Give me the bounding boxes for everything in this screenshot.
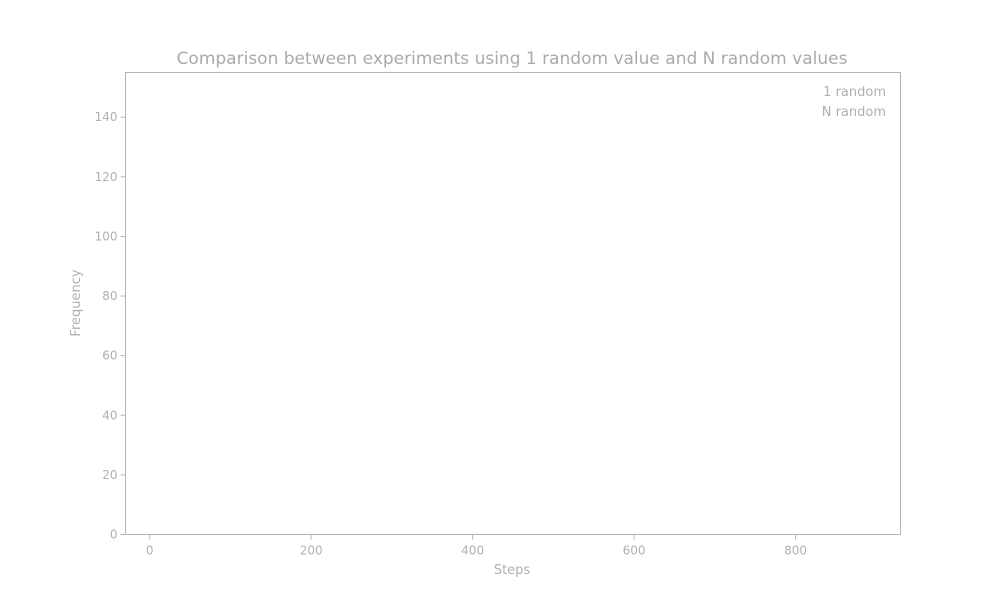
y-tick-label: 100 (95, 229, 118, 243)
legend: 1 random N random (822, 85, 886, 120)
y-tick-label: 40 (102, 408, 117, 422)
y-tick-label: 80 (102, 289, 117, 303)
legend-entry: 1 random (823, 85, 886, 100)
legend-entry: N random (822, 105, 886, 120)
x-tick-label: 800 (784, 544, 807, 558)
y-tick-label: 20 (102, 468, 117, 482)
y-tick-label: 60 (102, 349, 117, 363)
x-axis-label: Steps (494, 563, 531, 578)
x-axis: 0 200 400 600 800 (146, 534, 807, 558)
x-tick-label: 600 (623, 544, 646, 558)
y-axis-label: Frequency (69, 269, 84, 336)
y-tick-label: 120 (95, 170, 118, 184)
x-tick-label: 0 (146, 544, 154, 558)
chart-title: Comparison between experiments using 1 r… (177, 49, 848, 69)
x-tick-label: 400 (461, 544, 484, 558)
y-tick-label: 140 (95, 110, 118, 124)
plot-area-frame (125, 72, 901, 535)
y-axis: 0 20 40 60 80 100 120 140 (95, 110, 126, 542)
x-tick-label: 200 (300, 544, 323, 558)
y-tick-label: 0 (110, 528, 118, 542)
